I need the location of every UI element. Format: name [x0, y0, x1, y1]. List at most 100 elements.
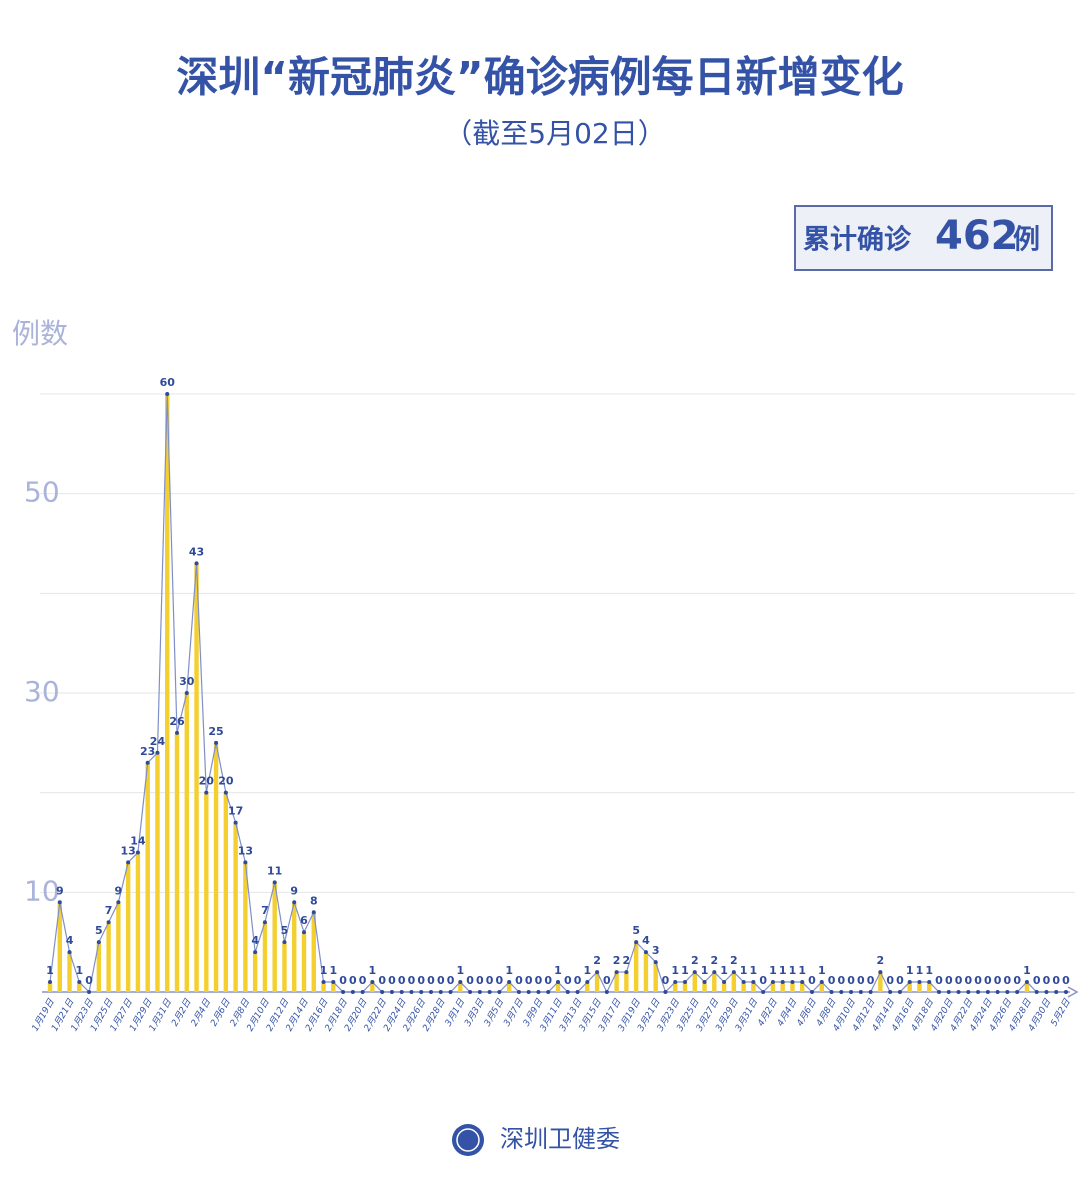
- bar: [194, 563, 199, 992]
- data-label: 1: [583, 964, 591, 977]
- data-label: 1: [818, 964, 826, 977]
- bar: [780, 982, 785, 992]
- data-label: 1: [750, 964, 758, 977]
- point: [595, 970, 600, 975]
- data-label: 0: [867, 974, 875, 987]
- data-label: 5: [95, 924, 103, 937]
- bar: [145, 762, 150, 992]
- bar: [633, 942, 639, 992]
- point: [985, 990, 990, 994]
- point: [683, 980, 687, 985]
- bar: [800, 982, 805, 992]
- bar: [927, 982, 932, 992]
- point: [87, 990, 92, 994]
- point: [233, 820, 238, 825]
- data-label: 0: [886, 974, 894, 987]
- point: [341, 990, 346, 994]
- point: [106, 920, 111, 925]
- total-suffix: 例: [1013, 225, 1040, 256]
- bar: [907, 982, 912, 992]
- point: [565, 990, 570, 994]
- point: [956, 990, 961, 994]
- data-label: 0: [759, 974, 767, 987]
- bar: [47, 982, 53, 992]
- bar: [301, 932, 307, 992]
- point: [819, 980, 824, 985]
- data-label: 0: [1004, 974, 1012, 987]
- data-label: 0: [1033, 974, 1041, 987]
- data-label: 9: [115, 884, 123, 897]
- data-label: 0: [349, 974, 357, 987]
- point: [702, 980, 707, 985]
- data-label: 1: [505, 964, 513, 977]
- data-label: 2: [691, 954, 699, 967]
- bar: [106, 922, 111, 992]
- bar: [321, 982, 326, 992]
- point: [1034, 990, 1039, 994]
- point: [722, 980, 727, 985]
- bar: [692, 972, 697, 992]
- point: [614, 970, 619, 975]
- point: [468, 990, 473, 994]
- data-label: 23: [140, 745, 155, 758]
- point: [135, 850, 140, 855]
- data-label: 0: [544, 974, 552, 987]
- bar: [555, 982, 561, 992]
- bar: [57, 902, 62, 992]
- source: 深圳卫健委: [500, 1125, 620, 1153]
- data-label: 0: [437, 974, 445, 987]
- point: [556, 980, 560, 985]
- point: [780, 980, 785, 985]
- data-label: 4: [251, 934, 259, 947]
- x-tick-label: 5月2日: [1049, 996, 1074, 1028]
- point: [1044, 990, 1049, 994]
- data-label: 1: [701, 964, 709, 977]
- point: [907, 980, 912, 985]
- point: [204, 790, 209, 795]
- data-label: 1: [329, 964, 337, 977]
- point: [214, 740, 219, 745]
- point: [741, 980, 746, 985]
- point: [67, 950, 72, 955]
- point: [507, 980, 512, 985]
- data-label: 2: [710, 954, 718, 967]
- data-label: 7: [105, 904, 113, 917]
- data-label: 0: [1013, 974, 1021, 987]
- bar: [77, 982, 82, 992]
- point: [282, 940, 287, 945]
- point: [77, 980, 82, 985]
- point: [946, 990, 951, 994]
- plot: 1030501月19日1月21日1月23日1月25日1月27日1月29日1月31…: [24, 376, 1075, 1033]
- data-label: 1: [1023, 964, 1031, 977]
- point: [1005, 990, 1010, 994]
- point: [165, 392, 170, 396]
- bar: [116, 902, 121, 992]
- data-label: 0: [339, 974, 347, 987]
- data-label: 1: [798, 964, 806, 977]
- bar: [213, 742, 219, 992]
- data-label: 2: [593, 954, 601, 967]
- bar: [331, 982, 336, 992]
- point: [673, 980, 678, 985]
- data-label: 0: [945, 974, 953, 987]
- point: [897, 990, 902, 994]
- point: [350, 990, 355, 994]
- point: [321, 980, 326, 985]
- point: [546, 990, 551, 994]
- y-tick-label: 30: [24, 675, 60, 708]
- bar: [262, 922, 268, 992]
- point: [858, 990, 863, 994]
- data-label: 2: [877, 954, 885, 967]
- data-label: 9: [290, 884, 298, 897]
- point: [1015, 990, 1020, 994]
- point: [262, 920, 267, 925]
- data-label: 0: [466, 974, 474, 987]
- total-value: 462: [935, 213, 1019, 259]
- point: [1024, 980, 1029, 985]
- point: [526, 990, 531, 994]
- point: [751, 980, 756, 985]
- data-label: 0: [984, 974, 992, 987]
- bar: [673, 982, 678, 992]
- data-label: 0: [662, 974, 670, 987]
- data-label: 0: [535, 974, 543, 987]
